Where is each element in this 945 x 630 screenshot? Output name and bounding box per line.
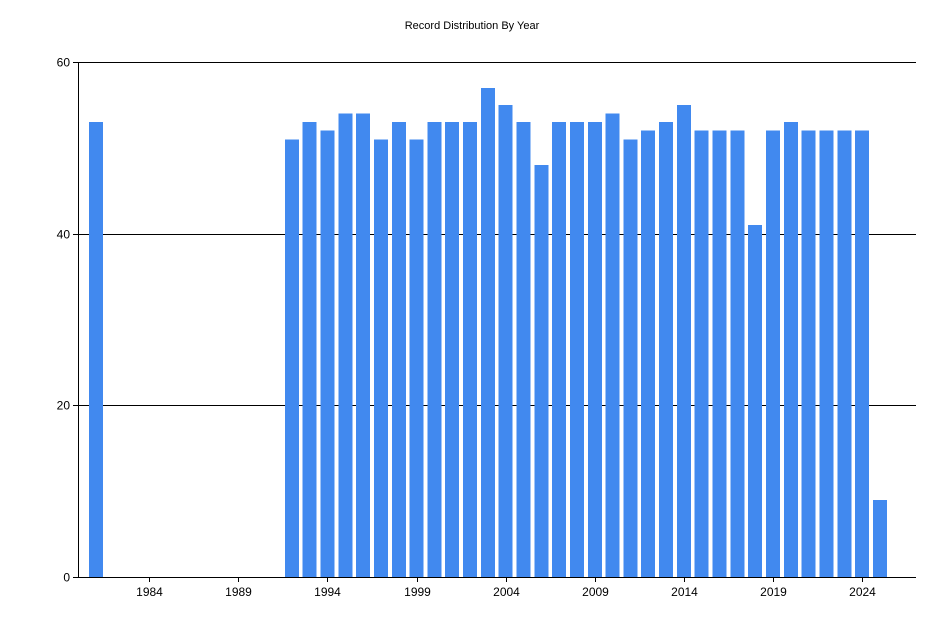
- bar-1981: [88, 122, 103, 577]
- bar-2011: [623, 139, 638, 577]
- bar-1995: [338, 113, 353, 577]
- x-axis-ticks: 1984 1989 1994 1999 2004 2009 2014 2019 2024: [136, 577, 876, 599]
- y-tick-label: 0: [63, 571, 70, 585]
- bar-1998: [391, 122, 406, 577]
- bar-2022: [819, 130, 834, 578]
- bar-2004: [498, 104, 513, 578]
- x-tick-label: 1989: [225, 585, 252, 599]
- bar-1999: [409, 139, 424, 577]
- bar-1996: [356, 113, 371, 577]
- x-tick-label: 2014: [671, 585, 698, 599]
- bar-2017: [730, 130, 745, 578]
- bar-2006: [534, 165, 549, 577]
- bar-1993: [302, 122, 317, 577]
- x-tick-label: 2004: [493, 585, 520, 599]
- bar-2003: [480, 87, 495, 577]
- bar-1997: [373, 139, 388, 577]
- bar-2000: [427, 122, 442, 577]
- bar-2023: [837, 130, 852, 578]
- bar-1994: [320, 130, 335, 578]
- bar-2010: [605, 113, 620, 577]
- x-tick-label: 1984: [136, 585, 163, 599]
- bar-2021: [801, 130, 816, 578]
- x-tick-label: 2009: [582, 585, 609, 599]
- axes: [78, 62, 916, 578]
- bar-2008: [569, 122, 584, 577]
- bar-2020: [783, 122, 798, 577]
- bar-1992: [284, 139, 299, 577]
- bar-2014: [676, 104, 691, 578]
- x-tick-label: 2024: [849, 585, 876, 599]
- bar-2024: [855, 130, 870, 578]
- y-tick-label: 20: [57, 399, 71, 413]
- bar-2007: [552, 122, 567, 577]
- bar-2016: [712, 130, 727, 578]
- y-tick-label: 40: [57, 228, 71, 242]
- bar-2018: [748, 225, 763, 577]
- x-tick-label: 1999: [404, 585, 431, 599]
- bar-2025: [872, 499, 887, 577]
- bar-2013: [659, 122, 674, 577]
- bar-2005: [516, 122, 531, 577]
- bar-2002: [463, 122, 478, 577]
- chart-title: Record Distribution By Year: [405, 20, 540, 32]
- y-axis-ticks: 0 20 40 60: [57, 56, 78, 585]
- bars: [88, 87, 887, 578]
- bar-2012: [641, 130, 656, 578]
- bar-2015: [694, 130, 709, 578]
- bar-2019: [765, 130, 780, 578]
- y-tick-label: 60: [57, 56, 71, 70]
- x-tick-label: 2019: [760, 585, 787, 599]
- bar-2009: [587, 122, 602, 577]
- x-tick-label: 1994: [314, 585, 341, 599]
- bar-2001: [445, 122, 460, 577]
